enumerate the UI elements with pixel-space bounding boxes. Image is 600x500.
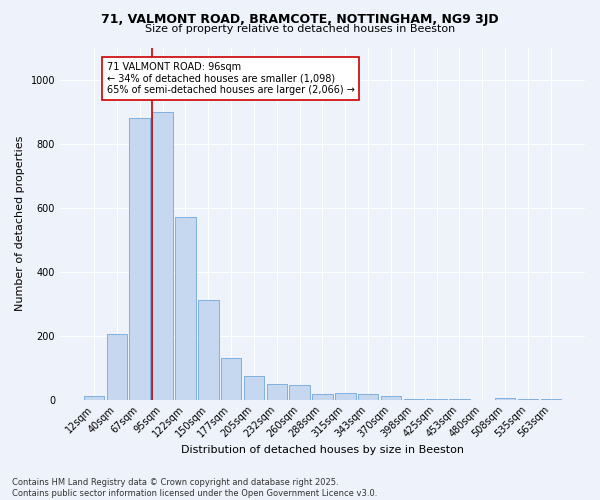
Y-axis label: Number of detached properties: Number of detached properties xyxy=(15,136,25,312)
Bar xyxy=(495,398,515,400)
Bar xyxy=(152,112,173,400)
Bar xyxy=(358,394,379,400)
X-axis label: Distribution of detached houses by size in Beeston: Distribution of detached houses by size … xyxy=(181,445,464,455)
Bar xyxy=(266,384,287,400)
Bar xyxy=(175,217,196,400)
Bar xyxy=(380,396,401,400)
Bar xyxy=(84,396,104,400)
Text: Size of property relative to detached houses in Beeston: Size of property relative to detached ho… xyxy=(145,24,455,34)
Text: 71 VALMONT ROAD: 96sqm
← 34% of detached houses are smaller (1,098)
65% of semi-: 71 VALMONT ROAD: 96sqm ← 34% of detached… xyxy=(107,62,355,95)
Bar xyxy=(541,398,561,400)
Bar xyxy=(221,358,241,400)
Bar xyxy=(244,376,264,400)
Bar xyxy=(312,394,333,400)
Bar xyxy=(198,300,218,400)
Bar xyxy=(404,398,424,400)
Bar xyxy=(107,334,127,400)
Bar xyxy=(427,399,447,400)
Bar xyxy=(130,118,150,400)
Text: Contains HM Land Registry data © Crown copyright and database right 2025.
Contai: Contains HM Land Registry data © Crown c… xyxy=(12,478,377,498)
Text: 71, VALMONT ROAD, BRAMCOTE, NOTTINGHAM, NG9 3JD: 71, VALMONT ROAD, BRAMCOTE, NOTTINGHAM, … xyxy=(101,12,499,26)
Bar xyxy=(289,386,310,400)
Bar xyxy=(335,394,356,400)
